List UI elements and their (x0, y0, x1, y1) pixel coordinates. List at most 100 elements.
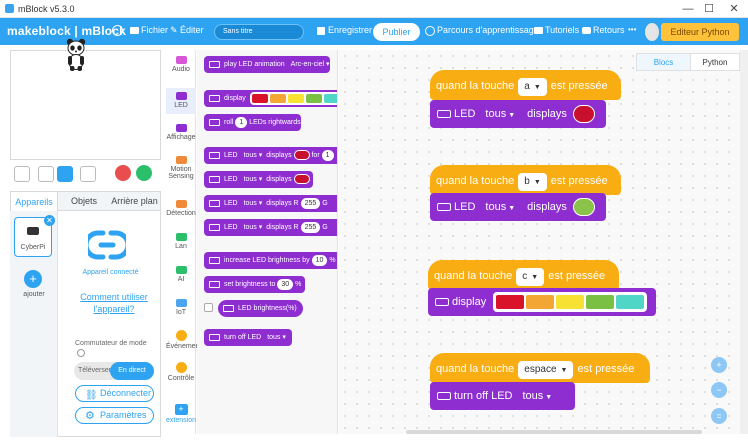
led-dropdown[interactable]: tous ▾ (267, 334, 286, 341)
tab-backdrop[interactable]: Arrière plan (111, 196, 158, 206)
key-dropdown[interactable]: b ▼ (518, 173, 547, 191)
block-display-strip[interactable]: display (204, 90, 337, 107)
menu-tutorials[interactable]: Tutoriels (545, 25, 580, 35)
category-led[interactable]: LED (166, 88, 196, 114)
zoom-reset-icon[interactable]: = (711, 408, 727, 424)
color-swatch[interactable] (293, 150, 310, 161)
more-icon[interactable]: ••• (628, 25, 637, 34)
category-control[interactable]: Contrôle (166, 362, 196, 382)
menu-feedback[interactable]: Retours (593, 25, 625, 35)
category-ai[interactable]: AI (166, 266, 196, 283)
tab-sprites[interactable]: Objets (70, 196, 97, 206)
led-icon (209, 152, 220, 159)
number-input[interactable]: 1 (235, 117, 248, 128)
led-icon (437, 392, 451, 400)
block-led-displays-for[interactable]: LED tous ▾ displays for 1 (204, 147, 337, 164)
number-input[interactable]: 1 (321, 150, 334, 161)
panda-sprite[interactable] (66, 38, 86, 72)
mode-upload[interactable]: Téléverser (78, 367, 112, 374)
color-swatch[interactable] (293, 174, 310, 185)
category-motion-sensing[interactable]: Motion Sensing (166, 156, 196, 180)
category-display[interactable]: Affichage (166, 124, 196, 141)
block-text: LED (224, 176, 238, 183)
block-led-displays[interactable]: LED tous ▾ displays (204, 171, 313, 188)
minimize-icon[interactable]: — (682, 3, 694, 15)
key-dropdown[interactable]: a ▼ (518, 78, 547, 96)
animation-dropdown[interactable]: Arc-en-ciel ▾ (290, 61, 330, 68)
menu-file[interactable]: Fichier (141, 25, 169, 35)
publish-button[interactable]: Publier (373, 23, 420, 41)
tab-python[interactable]: Python (690, 53, 740, 71)
grid-icon[interactable] (80, 166, 96, 182)
zoom-in-icon[interactable]: + (711, 357, 727, 373)
stage-canvas[interactable] (10, 50, 161, 160)
fullscreen-icon[interactable] (14, 166, 30, 182)
category-detection[interactable]: Détection (166, 200, 196, 217)
settings-button[interactable]: ⚙ Paramètres (75, 407, 154, 424)
block-set-brightness[interactable]: set brightness to 30% (204, 276, 306, 293)
green-flag-button[interactable] (136, 165, 152, 181)
vertical-scrollbar[interactable] (740, 50, 748, 434)
block-turn-off-led-ws[interactable]: turn off LED tous ▼ (430, 382, 575, 410)
block-roll-leds[interactable]: roll 1 LEDs rightwards (204, 114, 301, 131)
number-input[interactable]: 30 (277, 279, 294, 290)
block-led-displays-rgb-2[interactable]: LED tous ▾ displays R 255 G (204, 219, 337, 236)
led-dropdown[interactable]: tous (485, 108, 507, 120)
globe-icon[interactable] (112, 25, 123, 36)
led-dropdown[interactable]: tous ▾ (243, 176, 263, 183)
extension-button[interactable]: + extension (166, 404, 196, 424)
add-device-button[interactable]: + (24, 270, 42, 288)
led-dropdown[interactable]: tous ▾ (243, 200, 263, 207)
key-dropdown[interactable]: c ▼ (516, 268, 545, 286)
hat-when-key-b[interactable]: quand la touche b ▼ est pressée (430, 165, 621, 195)
category-lan[interactable]: Lan (166, 233, 196, 250)
number-input[interactable]: 10 (311, 255, 328, 266)
block-increase-brightness[interactable]: increase LED brightness by 10% (204, 252, 337, 269)
block-led-displays-green[interactable]: LED tous ▼ displays (430, 193, 606, 221)
avatar[interactable] (645, 23, 659, 41)
reporter-checkbox[interactable] (204, 303, 213, 312)
hat-when-key-space[interactable]: quand la touche espace ▼ est pressée (430, 353, 650, 383)
mode-live[interactable]: En direct (110, 362, 154, 380)
zoom-out-icon[interactable]: − (711, 382, 727, 398)
color-picker-green[interactable] (572, 198, 595, 217)
save-button[interactable]: Enregistrer (328, 25, 373, 35)
how-to-link[interactable]: Comment utiliser l'appareil? (80, 292, 148, 314)
small-stage-icon[interactable] (38, 166, 54, 182)
led-dropdown[interactable]: tous ▾ (243, 224, 263, 231)
hat-when-key-c[interactable]: quand la touche c ▼ est pressée (428, 260, 619, 290)
led-dropdown[interactable]: tous ▾ (243, 152, 263, 159)
tab-devices[interactable]: Appareils (10, 191, 58, 211)
number-input[interactable]: 255 (300, 198, 321, 209)
project-title-input[interactable]: Sans titre (214, 24, 304, 40)
remove-device-icon[interactable]: ✕ (44, 215, 55, 226)
led-icon (209, 334, 220, 341)
led-dropdown[interactable]: tous (522, 390, 544, 402)
tab-blocks[interactable]: Blocs (636, 53, 691, 71)
menu-edit[interactable]: Éditer (180, 25, 204, 35)
key-dropdown[interactable]: espace ▼ (518, 361, 574, 379)
menu-learning[interactable]: Parcours d'apprentissage (437, 25, 539, 35)
category-iot[interactable]: IoT (166, 299, 196, 316)
category-events[interactable]: Événements (166, 330, 205, 350)
number-input[interactable]: 255 (300, 222, 321, 233)
block-led-brightness[interactable]: LED brightness(%) (218, 300, 303, 317)
block-led-displays-red[interactable]: LED tous ▼ displays (430, 100, 606, 128)
large-stage-icon[interactable] (57, 166, 73, 182)
led-strip-picker[interactable] (493, 292, 648, 313)
python-editor-button[interactable]: Editeur Python (661, 23, 739, 41)
block-turn-off-led[interactable]: turn off LED tous ▾ (204, 329, 292, 346)
category-audio[interactable]: Audio (166, 56, 196, 73)
block-display-strip-colors[interactable]: display (428, 288, 656, 316)
stop-button[interactable] (115, 165, 131, 181)
block-led-displays-rgb[interactable]: LED tous ▾ displays R 255 G (204, 195, 337, 212)
hat-when-key-a[interactable]: quand la touche a ▼ est pressée (430, 70, 621, 100)
horizontal-scrollbar[interactable] (406, 430, 702, 434)
mode-switch[interactable]: Téléverser En direct (74, 362, 154, 380)
disconnect-button[interactable]: ⛓ Déconnecter (75, 385, 154, 402)
led-dropdown[interactable]: tous (485, 201, 507, 213)
color-picker-red[interactable] (572, 105, 595, 124)
block-play-led-animation[interactable]: play LED animation Arc-en-ciel ▾ (204, 56, 330, 73)
close-icon[interactable]: ✕ (729, 3, 739, 15)
maximize-icon[interactable]: ☐ (704, 3, 714, 15)
